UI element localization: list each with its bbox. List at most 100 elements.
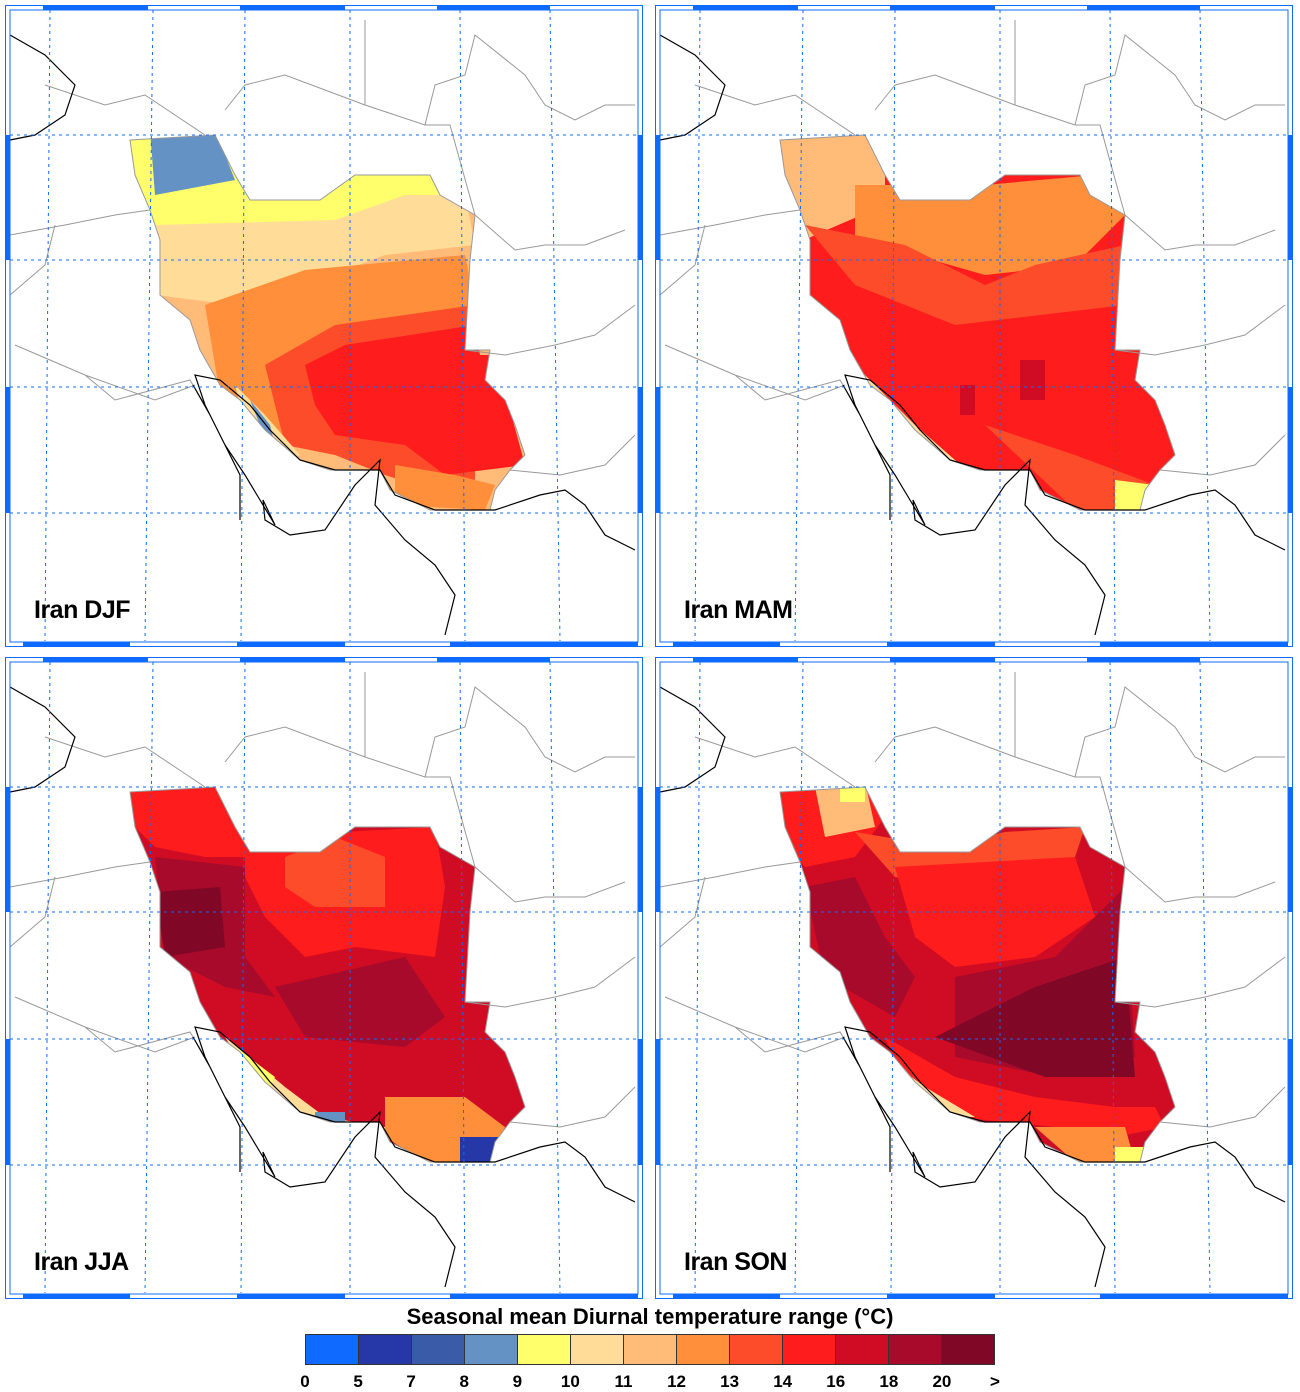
frame-tick [237, 642, 345, 647]
dtr-zone [150, 135, 235, 195]
dtr-zone [1115, 1147, 1145, 1162]
colorbar-title: Seasonal mean Diurnal temperature range … [406, 1304, 894, 1329]
frame-tick [1087, 5, 1200, 10]
grid-line [694, 9, 701, 642]
iran-border [129, 786, 526, 1163]
frame-tick [890, 657, 995, 662]
dtr-field [130, 135, 525, 510]
country-borders [659, 672, 1286, 1128]
colorbar-box [465, 1335, 518, 1364]
dtr-zone [805, 225, 1125, 325]
frame-tick [23, 642, 130, 647]
dtr-zone [305, 325, 525, 475]
frame-tick [673, 1294, 780, 1299]
panel-title: Iran DJF [34, 596, 131, 624]
dtr-field [780, 787, 1175, 1162]
colorbar-tick-label: 9 [512, 1372, 523, 1391]
colorbar-tick-label: 18 [879, 1372, 899, 1391]
grid-line [240, 661, 246, 1294]
grid-line [1199, 9, 1211, 642]
colorbar-box [677, 1335, 730, 1364]
colorbar-box [783, 1335, 836, 1364]
colorbar-box [571, 1335, 624, 1364]
colorbar-box [730, 1335, 783, 1364]
dtr-zone [395, 465, 495, 510]
grid-line [240, 9, 246, 642]
grid-line [459, 9, 466, 642]
grid-line [549, 9, 561, 642]
country-borders [659, 20, 1286, 476]
iran-border [129, 134, 526, 511]
frame-tick [450, 1294, 638, 1299]
frame-tick [1100, 642, 1288, 647]
colorbar-tick-label: 7 [406, 1372, 416, 1391]
panel-title: Iran JJA [34, 1248, 129, 1276]
colorbar-box [412, 1335, 465, 1364]
dtr-zone [285, 837, 385, 907]
frame-tick [237, 1294, 345, 1299]
dtr-zone [155, 195, 475, 305]
grid-line [549, 661, 561, 1294]
grid-line [890, 661, 896, 1294]
colorbar-tick-label: 5 [353, 1372, 363, 1391]
frame-tick [693, 5, 798, 10]
panel-title: Iran MAM [684, 596, 793, 624]
dtr-field [130, 787, 525, 1162]
dtr-field [780, 135, 1175, 510]
colorbar-tick-label: 10 [560, 1372, 580, 1391]
grid-line [794, 9, 804, 642]
frame-tick [655, 1039, 660, 1165]
colorbar-box [518, 1335, 571, 1364]
grid-line [694, 661, 701, 1294]
frame-tick [1100, 1294, 1288, 1299]
colorbar-tick-label: 12 [667, 1372, 686, 1391]
colorbar-tick-label: 13 [720, 1372, 740, 1391]
colorbar-box [359, 1335, 412, 1364]
frame-tick [5, 787, 10, 912]
dtr-zone [460, 1137, 500, 1162]
frame-tick [655, 387, 660, 513]
dtr-zone [275, 957, 445, 1047]
colorbar-tick-label: 8 [459, 1372, 469, 1391]
colorbar-tick-label: 11 [614, 1372, 633, 1391]
iran-border [779, 134, 1176, 511]
frame-tick [240, 5, 345, 10]
frame-tick [23, 1294, 130, 1299]
iran-border [779, 786, 1176, 1163]
map-panel-jja: Iran JJA [5, 657, 643, 1299]
colorbar-box [836, 1335, 889, 1364]
country-borders [9, 20, 636, 476]
map-panel-son: Iran SON [655, 657, 1293, 1299]
grid-line [44, 9, 51, 642]
dtr-zone [935, 957, 1135, 1077]
grid-line [44, 661, 51, 1294]
grid-line [459, 661, 466, 1294]
dtr-zone [780, 135, 1175, 510]
colorbar-box [306, 1335, 359, 1364]
grid-line [794, 661, 804, 1294]
grid-line [1109, 9, 1116, 642]
frame-tick [887, 642, 995, 647]
dtr-zone [840, 787, 865, 802]
country-borders [9, 672, 636, 1128]
dtr-zone [1035, 1127, 1135, 1162]
colorbar-tick-label: 20 [932, 1372, 952, 1391]
frame-tick [437, 5, 550, 10]
dtr-zone [205, 255, 475, 475]
frame-tick [450, 642, 638, 647]
coastline [659, 686, 1286, 1288]
colorbar-box [889, 1335, 942, 1364]
panel-title: Iran SON [684, 1248, 787, 1276]
grid-line [890, 9, 896, 642]
colorbar-box [624, 1335, 677, 1364]
frame-tick [43, 5, 148, 10]
frame-tick [655, 787, 660, 912]
grid-line [1199, 661, 1211, 1294]
grid-line [1109, 661, 1116, 1294]
colorbar-tick-label: 16 [826, 1372, 846, 1391]
frame-tick [890, 5, 995, 10]
coastline [9, 34, 636, 636]
colorbar-tick-label: 0 [300, 1372, 310, 1391]
grid-line [144, 661, 154, 1294]
frame-tick [5, 1039, 10, 1165]
